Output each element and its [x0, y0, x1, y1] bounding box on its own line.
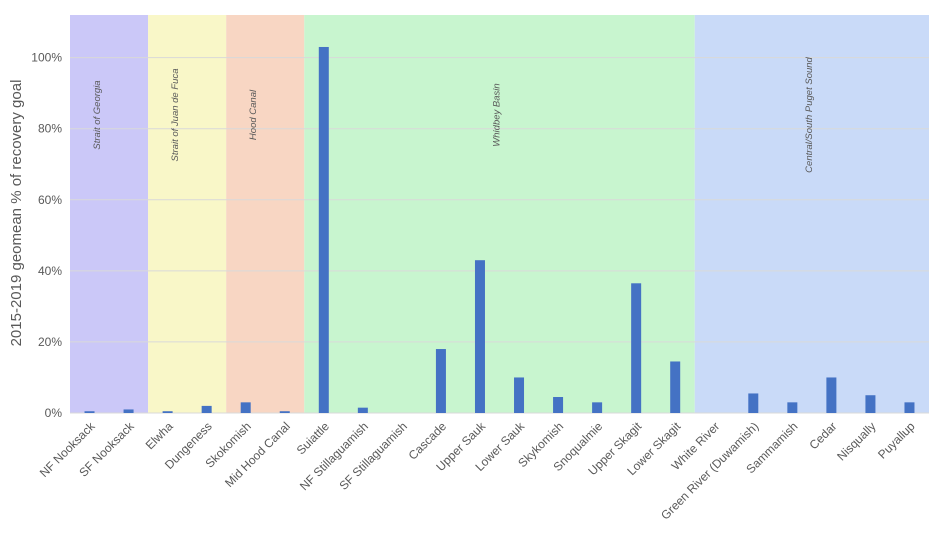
- bar: [162, 411, 173, 413]
- bar: [240, 402, 251, 413]
- bar: [514, 377, 525, 413]
- y-axis-ticks: 0% 20% 40% 60% 80% 100%: [31, 51, 62, 420]
- y-tick-label: 0%: [45, 406, 63, 420]
- region-label: Strait of Georgia: [92, 80, 103, 149]
- x-tick-label: Suiattle: [294, 419, 332, 457]
- region-band: [70, 15, 149, 413]
- y-tick-label: 20%: [38, 335, 62, 349]
- region-labels: Strait of Georgia Strait of Juan de Fuca H…: [92, 56, 815, 172]
- bar: [474, 260, 485, 413]
- bar: [904, 402, 915, 413]
- gridlines: [70, 57, 929, 414]
- y-axis-label: 2015-2019 geomean % of recovery goal: [8, 80, 25, 347]
- bar: [592, 402, 603, 413]
- x-tick-label: Nisqually: [834, 419, 878, 463]
- bar: [787, 402, 798, 413]
- bar: [826, 377, 837, 413]
- bar: [865, 395, 876, 413]
- region-label: Strait of Juan de Fuca: [170, 69, 181, 162]
- region-label: Central/South Puget Sound: [804, 56, 815, 172]
- bar: [84, 411, 95, 413]
- region-label: Hood Canal: [248, 89, 259, 140]
- y-tick-label: 40%: [38, 264, 62, 278]
- region-band: [226, 15, 305, 413]
- x-tick-label: Cedar: [806, 419, 839, 452]
- bar-series: [84, 46, 915, 413]
- region-label: Whidbey Basin: [492, 83, 503, 146]
- bar: [357, 407, 368, 413]
- x-tick-label: NF Stillaguamish: [297, 419, 371, 493]
- region-band: [694, 15, 929, 413]
- bar: [748, 393, 759, 413]
- y-tick-label: 60%: [38, 193, 62, 207]
- bar: [631, 283, 642, 413]
- y-tick-label: 100%: [31, 51, 62, 65]
- y-tick-label: 80%: [38, 122, 62, 136]
- region-band: [304, 15, 695, 413]
- region-bands: [70, 15, 929, 413]
- x-tick-label: Elwha: [143, 419, 176, 452]
- x-tick-label: SF Stillaguamish: [336, 419, 410, 493]
- bar: [435, 349, 446, 413]
- bar: [123, 409, 134, 413]
- bar: [553, 397, 564, 413]
- x-tick-label: Puyallup: [875, 419, 918, 462]
- bar: [201, 405, 212, 413]
- bar: [279, 411, 290, 413]
- region-band: [148, 15, 227, 413]
- bar: [670, 361, 681, 413]
- bar: [318, 46, 329, 413]
